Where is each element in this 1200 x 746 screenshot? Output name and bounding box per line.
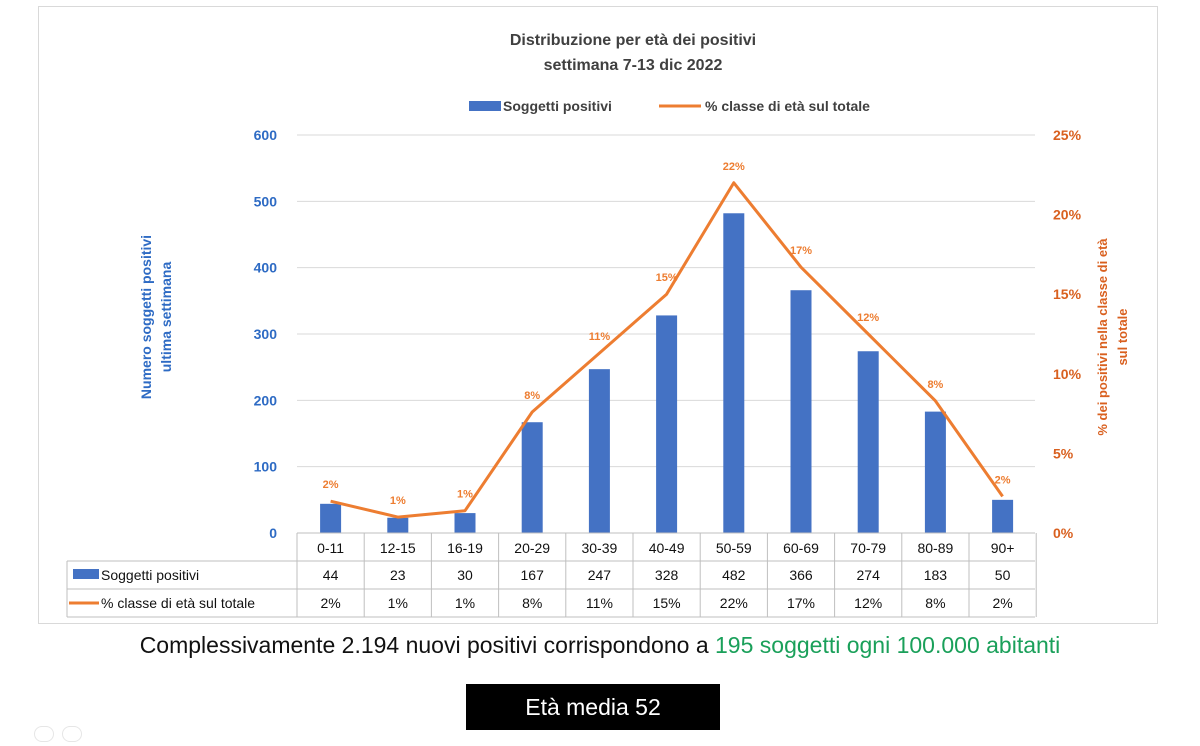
x-tick-label: 30-39	[581, 540, 617, 556]
y2-axis-title: % dei positivi nella classe di età	[1095, 238, 1110, 436]
table-cell: 2%	[992, 595, 1012, 611]
x-tick-label: 50-59	[716, 540, 752, 556]
legend-line-label: % classe di età sul totale	[705, 98, 870, 114]
data-label: 8%	[524, 390, 540, 402]
table-cell: 328	[655, 567, 679, 583]
data-label: 22%	[723, 161, 745, 173]
legend-bar-swatch	[469, 101, 501, 111]
chart-frame: Distribuzione per età dei positivi settim…	[38, 6, 1158, 624]
x-tick-label: 80-89	[917, 540, 953, 556]
table-row-label: % classe di età sul totale	[101, 595, 255, 611]
x-tick-label: 0-11	[317, 540, 344, 556]
table-cell: 8%	[925, 595, 945, 611]
y-tick-label: 200	[254, 392, 278, 408]
y-tick-label: 300	[254, 326, 278, 342]
y2-axis-title: sul totale	[1115, 308, 1130, 365]
table-cell: 247	[588, 567, 612, 583]
y-axis-title: Numero soggetti positivi	[138, 235, 154, 399]
bar	[924, 411, 946, 533]
bar	[387, 517, 409, 533]
table-cell: 1%	[455, 595, 475, 611]
bar	[857, 351, 879, 533]
bar	[320, 503, 342, 533]
table-row-label: Soggetti positivi	[101, 567, 199, 583]
y2-tick-label: 10%	[1053, 366, 1082, 382]
y-tick-label: 400	[254, 260, 278, 276]
bar	[521, 422, 543, 533]
series-line	[330, 181, 1004, 519]
y-tick-label: 500	[254, 193, 278, 209]
data-label: 1%	[390, 495, 406, 507]
bar	[790, 290, 812, 533]
data-label: 17%	[790, 245, 812, 257]
average-age-label: Età media 52	[525, 693, 661, 720]
legend-bar-label: Soggetti positivi	[503, 98, 612, 114]
data-label: 2%	[995, 474, 1011, 486]
bar	[588, 369, 610, 533]
y-tick-label: 600	[254, 127, 278, 143]
zoom-icon[interactable]	[34, 726, 54, 742]
y2-tick-label: 15%	[1053, 286, 1082, 302]
table-cell: 482	[722, 567, 746, 583]
x-tick-label: 16-19	[447, 540, 483, 556]
table-cell: 8%	[522, 595, 542, 611]
table-cell: 23	[390, 567, 406, 583]
corner-icons	[34, 726, 82, 742]
table-cell: 50	[995, 567, 1011, 583]
table-cell: 22%	[720, 595, 748, 611]
y2-tick-label: 5%	[1053, 445, 1074, 461]
table-cell: 30	[457, 567, 473, 583]
bar	[454, 513, 476, 533]
x-tick-label: 40-49	[649, 540, 685, 556]
y-axis-title: ultima settimana	[158, 262, 174, 373]
table-cell: 274	[857, 567, 881, 583]
table-cell: 1%	[388, 595, 408, 611]
data-label: 12%	[857, 312, 879, 324]
bar	[723, 213, 745, 534]
table-cell: 183	[924, 567, 948, 583]
y2-tick-label: 25%	[1053, 127, 1082, 143]
data-label: 2%	[323, 479, 339, 491]
table-cell: 17%	[787, 595, 815, 611]
y2-tick-label: 20%	[1053, 207, 1082, 223]
table-cell: 44	[323, 567, 339, 583]
table-cell: 167	[521, 567, 545, 583]
table-cell: 2%	[320, 595, 340, 611]
data-label: 11%	[589, 331, 611, 343]
y-tick-label: 100	[254, 459, 278, 475]
table-cell: 15%	[653, 595, 681, 611]
data-label: 15%	[656, 272, 678, 284]
chart-title: Distribuzione per età dei positivi	[510, 32, 756, 49]
table-cell: 12%	[854, 595, 882, 611]
bar	[992, 499, 1014, 533]
bar	[656, 315, 678, 533]
summary-text: Complessivamente 2.194 nuovi positivi co…	[0, 632, 1200, 659]
x-tick-label: 70-79	[850, 540, 886, 556]
x-tick-label: 20-29	[514, 540, 550, 556]
summary-highlight: 195 soggetti ogni 100.000 abitanti	[715, 632, 1061, 658]
table-key-bar	[73, 569, 99, 579]
data-label: 1%	[457, 489, 473, 501]
summary-main: Complessivamente 2.194 nuovi positivi co…	[139, 632, 716, 658]
chart-subtitle: settimana 7-13 dic 2022	[544, 57, 723, 74]
y-tick-label: 0	[269, 525, 277, 541]
data-label: 8%	[927, 379, 943, 391]
x-tick-label: 12-15	[380, 540, 416, 556]
table-cell: 11%	[586, 595, 613, 611]
x-tick-label: 90+	[991, 540, 1015, 556]
y2-tick-label: 0%	[1053, 525, 1074, 541]
table-cell: 366	[789, 567, 813, 583]
average-age-box: Età media 52	[466, 684, 720, 730]
chart-svg: Distribuzione per età dei positivi settim…	[66, 32, 1130, 618]
more-icon[interactable]	[62, 726, 82, 742]
x-tick-label: 60-69	[783, 540, 819, 556]
